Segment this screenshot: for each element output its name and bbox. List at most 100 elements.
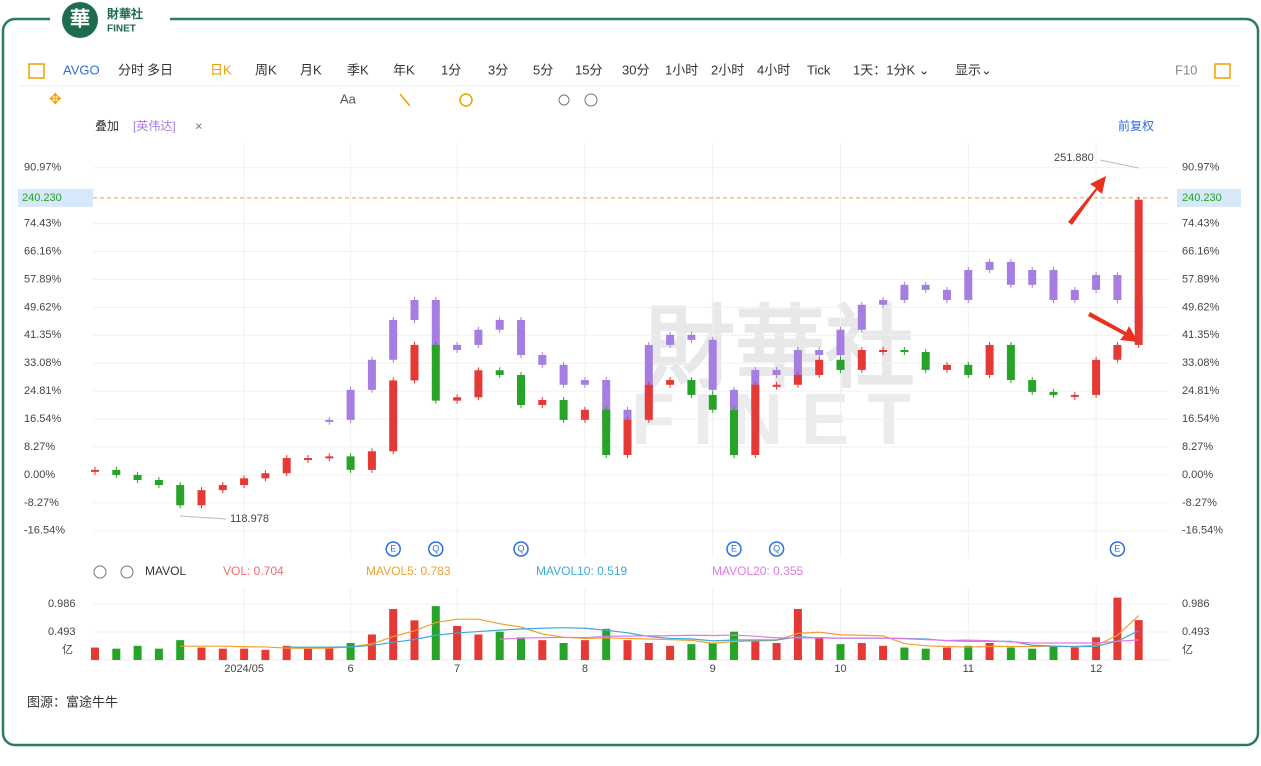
y-tick-label-right: 0.493 <box>1182 626 1210 638</box>
overlay-candle <box>921 284 930 290</box>
candle <box>176 485 185 506</box>
layout-icon[interactable] <box>1214 63 1231 79</box>
overlay-candle <box>602 380 611 431</box>
toolbar-item[interactable]: 月K <box>300 62 322 77</box>
candle <box>431 344 440 401</box>
toolbar-item[interactable]: 周K <box>255 62 277 77</box>
toolbar-item[interactable]: 1分 <box>441 62 461 77</box>
toolbar-item[interactable]: F10 <box>1175 62 1197 77</box>
toolbar-item[interactable]: 日K <box>210 62 232 77</box>
volume-bar <box>943 647 951 660</box>
overlay-symbol: [英伟达] <box>133 119 176 133</box>
toolbar-item[interactable]: 季K <box>347 62 369 77</box>
y-tick-label-right: -16.54% <box>1182 525 1223 537</box>
toolbar-item[interactable]: 15分 <box>575 62 602 77</box>
toolbar-item[interactable]: 分时 <box>118 62 144 77</box>
overlay-candle <box>985 261 994 270</box>
candle <box>410 344 419 381</box>
overlay-candle <box>1028 269 1037 285</box>
toolbar-item[interactable]: 2小时 <box>711 62 744 77</box>
symbol[interactable]: AVGO <box>63 62 100 77</box>
overlay-candle <box>1092 275 1101 290</box>
overlay-candle <box>1049 269 1058 301</box>
toolbar-item[interactable]: 1天：1分K ⌄ <box>853 62 930 77</box>
candle <box>453 397 462 401</box>
toolbar-item[interactable]: 30分 <box>622 62 649 77</box>
line-tool[interactable] <box>399 93 411 107</box>
adjust[interactable]: 前复权 <box>1118 118 1154 133</box>
volume-bar <box>197 647 206 660</box>
candle <box>1070 394 1079 397</box>
overlay-candle <box>772 369 781 375</box>
overlay-candle <box>474 329 483 345</box>
y-tick-label-right: 66.16% <box>1182 245 1220 257</box>
toolbar-item[interactable]: 5分 <box>533 62 553 77</box>
volume-bar <box>921 648 930 660</box>
overlay-candle <box>793 349 802 375</box>
event-marker[interactable] <box>726 541 742 557</box>
toolbar-item[interactable]: Tick <box>807 62 831 77</box>
toolbar-item[interactable]: 年K <box>393 62 415 77</box>
toolbar-item[interactable]: 4小时 <box>757 62 790 77</box>
candle <box>538 399 547 406</box>
overlay-tool[interactable] <box>558 94 570 106</box>
overlay-close[interactable]: × <box>195 118 203 133</box>
panel-icon[interactable] <box>28 63 45 79</box>
toolbar-item[interactable]: 多日 <box>147 62 173 77</box>
volume-bar <box>346 642 355 660</box>
legend-ma10: MAVOL10: 0.519 <box>536 564 627 578</box>
candle <box>240 478 249 486</box>
candle <box>1049 391 1058 395</box>
volume-bar <box>325 647 334 660</box>
overlay-candle <box>644 344 653 410</box>
volume-bar <box>602 628 611 660</box>
min-leader <box>179 515 227 520</box>
candle <box>218 485 227 491</box>
overlay-candle <box>495 319 504 330</box>
event-marker[interactable] <box>768 541 785 557</box>
volume-bar <box>1113 597 1122 660</box>
volume-bar <box>900 647 909 660</box>
event-marker[interactable] <box>1109 541 1126 557</box>
event-marker[interactable] <box>428 541 444 557</box>
y-tick-label: 90.97% <box>24 162 62 174</box>
y-tick-label-right: 0.986 <box>1182 598 1210 610</box>
text-tool[interactable]: Aa <box>340 91 357 106</box>
ind-settings[interactable] <box>93 565 107 579</box>
volume-bar <box>453 625 462 660</box>
arrow <box>1088 312 1138 342</box>
toolbar-item[interactable]: 显示⌄ <box>955 62 992 77</box>
overlay-candle <box>708 339 717 390</box>
candle <box>495 370 504 375</box>
fib-tool[interactable] <box>459 93 473 107</box>
volume-bar <box>836 644 845 660</box>
volume-bar <box>815 637 824 660</box>
event-label: E <box>731 543 737 553</box>
volume-bar <box>772 642 781 660</box>
x-tick-label: 11 <box>963 663 974 675</box>
y-tick-label-right: 41.35% <box>1182 329 1220 341</box>
indicator-name[interactable]: MAVOL <box>145 564 186 578</box>
ind-close[interactable] <box>120 565 134 579</box>
overlay-candle <box>325 419 334 422</box>
frame <box>1 17 1260 747</box>
y-tick-label: 24.81% <box>24 385 62 397</box>
overlay-candle <box>857 304 866 330</box>
candle <box>623 419 632 456</box>
settings-tool[interactable] <box>584 93 598 107</box>
move-tool[interactable]: ✥ <box>49 91 62 108</box>
volume-bar <box>964 645 973 660</box>
toolbar-item[interactable]: 1小时 <box>665 62 698 77</box>
overlay-candle <box>836 329 845 356</box>
y-tick-label-right: 90.97% <box>1182 162 1220 174</box>
event-marker[interactable] <box>385 541 401 557</box>
candle <box>1028 380 1037 392</box>
event-marker[interactable] <box>513 541 529 557</box>
overlay-candle <box>580 380 589 385</box>
candle <box>580 409 589 420</box>
x-tick-label: 6 <box>348 663 354 675</box>
toolbar-item[interactable]: 3分 <box>488 62 508 77</box>
event-label: Q <box>432 543 439 553</box>
y-tick-label: 0.986 <box>48 598 76 610</box>
candle <box>857 349 866 370</box>
